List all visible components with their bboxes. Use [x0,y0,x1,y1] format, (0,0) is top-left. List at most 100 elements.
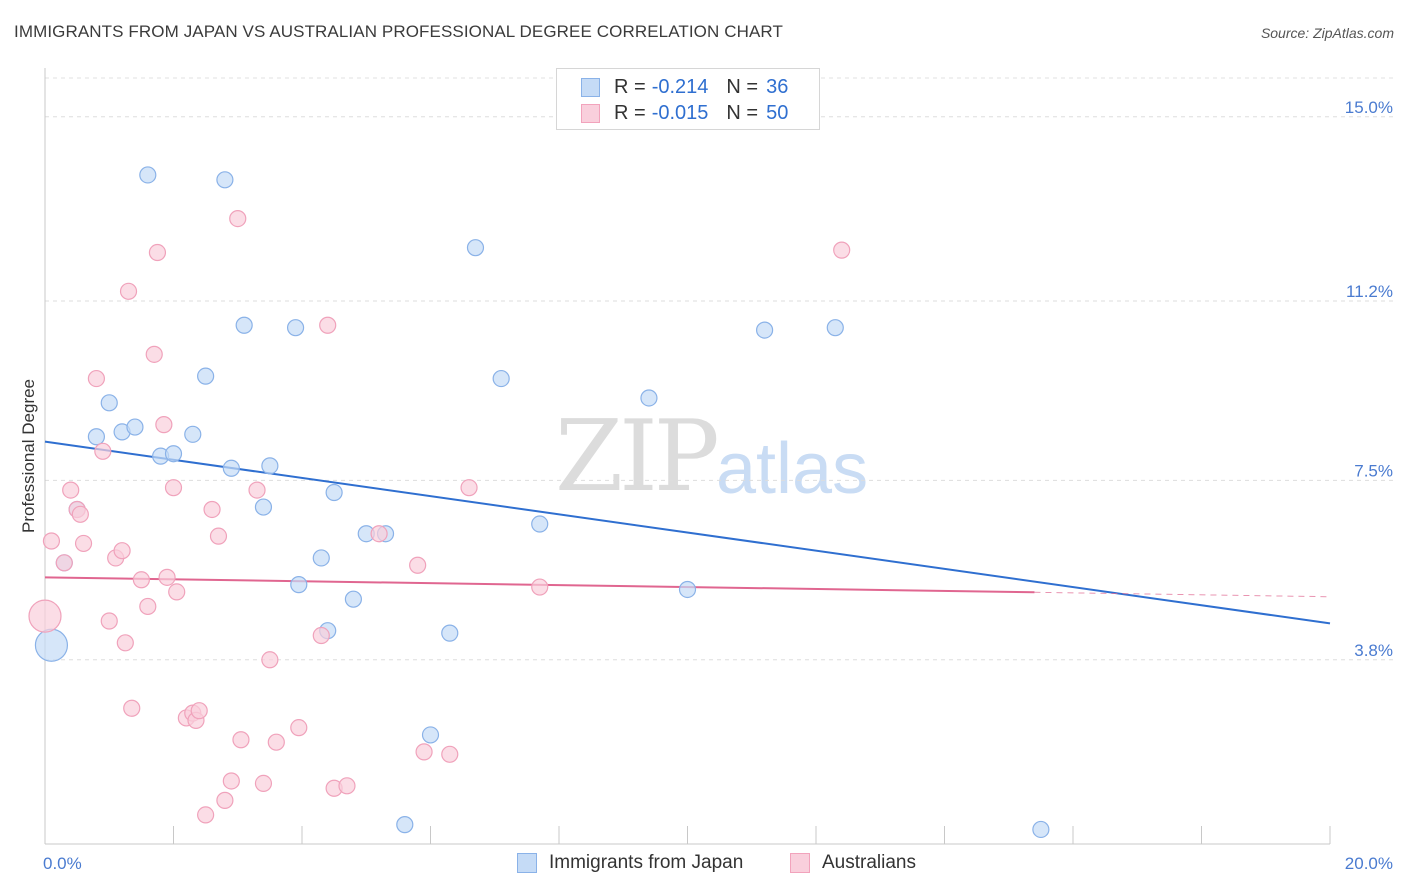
legend-n-label: N = [726,75,759,98]
point-japan [755,321,774,339]
chart-title: IMMIGRANTS FROM JAPAN VS AUSTRALIAN PROF… [14,22,783,41]
trend-line-extension-australians [1034,591,1331,598]
legend-r-value: -0.015 [651,101,709,124]
legend-swatch-australians [581,103,600,123]
point-japan [261,457,279,475]
legend-label-japan: Immigrants from Japan [549,852,744,873]
data-points [28,166,1050,839]
legend-r-label: R = [614,101,646,124]
point-australians [209,527,228,545]
point-australians [531,578,549,596]
point-australians [145,345,163,363]
point-australians [71,505,89,523]
point-australians [87,369,106,388]
legend-r-value: -0.214 [651,75,709,98]
point-australians [113,542,131,560]
point-australians [216,791,234,809]
point-japan [139,166,157,184]
legend-item-japan: Immigrants from Japan [517,852,743,874]
point-australians [409,556,427,574]
point-japan [290,576,308,594]
legend-n-value: 50 [766,101,789,124]
point-japan [466,239,485,257]
point-australians [164,479,183,497]
point-australians [94,442,112,460]
point-japan [826,319,844,337]
point-australians [254,774,273,792]
point-australians [248,481,266,499]
point-australians [229,209,247,228]
point-japan [235,316,253,334]
x-tick-label: 20.0% [1345,854,1393,873]
point-australians [370,525,388,543]
y-tick-label: 15.0% [1345,98,1393,117]
point-japan [197,367,215,385]
point-australians [319,316,337,334]
y-tick-label: 7.5% [1354,461,1393,480]
point-australians [62,481,80,499]
point-japan [87,428,106,446]
axes [44,68,1331,845]
axis-labels: 3.8% 7.5% 11.2% 15.0% 0.0% 20.0% Professional … [19,98,1393,873]
point-japan [216,171,234,189]
point-australians [42,532,61,550]
point-australians [460,479,478,497]
point-australians [203,500,221,519]
source-credit: Source: ZipAtlas.com [1260,25,1394,41]
point-japan [312,549,330,567]
point-australians [261,651,279,669]
watermark-atlas: atlas [716,429,869,509]
point-australians [190,702,208,720]
legend-swatch-australians [790,853,810,873]
point-australians [158,568,176,586]
point-australians [155,416,173,434]
legend-swatch-japan [581,77,600,97]
point-japan [421,726,440,744]
x-tick-label: 0.0% [43,854,82,873]
point-australians [55,554,73,572]
point-australians [123,699,141,717]
legend-swatch-japan [517,853,537,873]
legend-row-australians: R = -0.015 N = 50 [581,100,788,126]
point-australians [132,571,150,589]
point-australians [312,626,330,645]
point-australians [116,634,134,652]
point-australians [415,743,433,761]
point-japan [396,816,414,834]
point-japan [344,590,362,608]
point-japan [100,394,118,412]
point-australians [833,241,851,259]
point-australians [139,597,157,616]
point-japan [1032,820,1050,839]
point-japan [184,425,202,443]
point-japan [531,515,549,533]
y-tick-label: 3.8% [1354,641,1393,660]
point-australians [441,745,459,763]
y-axis-title: Professional Degree [19,379,38,533]
point-australians [290,719,308,737]
y-tick-label: 11.2% [1346,282,1393,301]
legend-n-value: 36 [766,75,789,98]
legend-r-label: R = [614,75,646,98]
point-australians [222,772,240,790]
point-japan [286,319,305,337]
point-japan [254,498,273,516]
point-japan [492,369,510,388]
legend-item-australians: Australians [790,852,916,874]
point-australians [338,777,356,795]
correlation-legend: R = -0.214 N = 36 R = -0.015 N = 50 [556,68,820,130]
point-australians [100,612,118,630]
point-australians [28,599,62,633]
legend-label-australians: Australians [822,852,916,873]
point-australians [267,733,285,751]
legend-n-label: N = [726,101,759,124]
point-japan [678,580,697,599]
watermark-zip: ZIP [555,400,720,514]
point-australians [74,534,93,553]
point-japan [441,624,459,642]
point-japan [164,445,183,463]
point-japan [325,483,343,502]
gridlines [45,77,1393,661]
point-japan [222,459,240,477]
